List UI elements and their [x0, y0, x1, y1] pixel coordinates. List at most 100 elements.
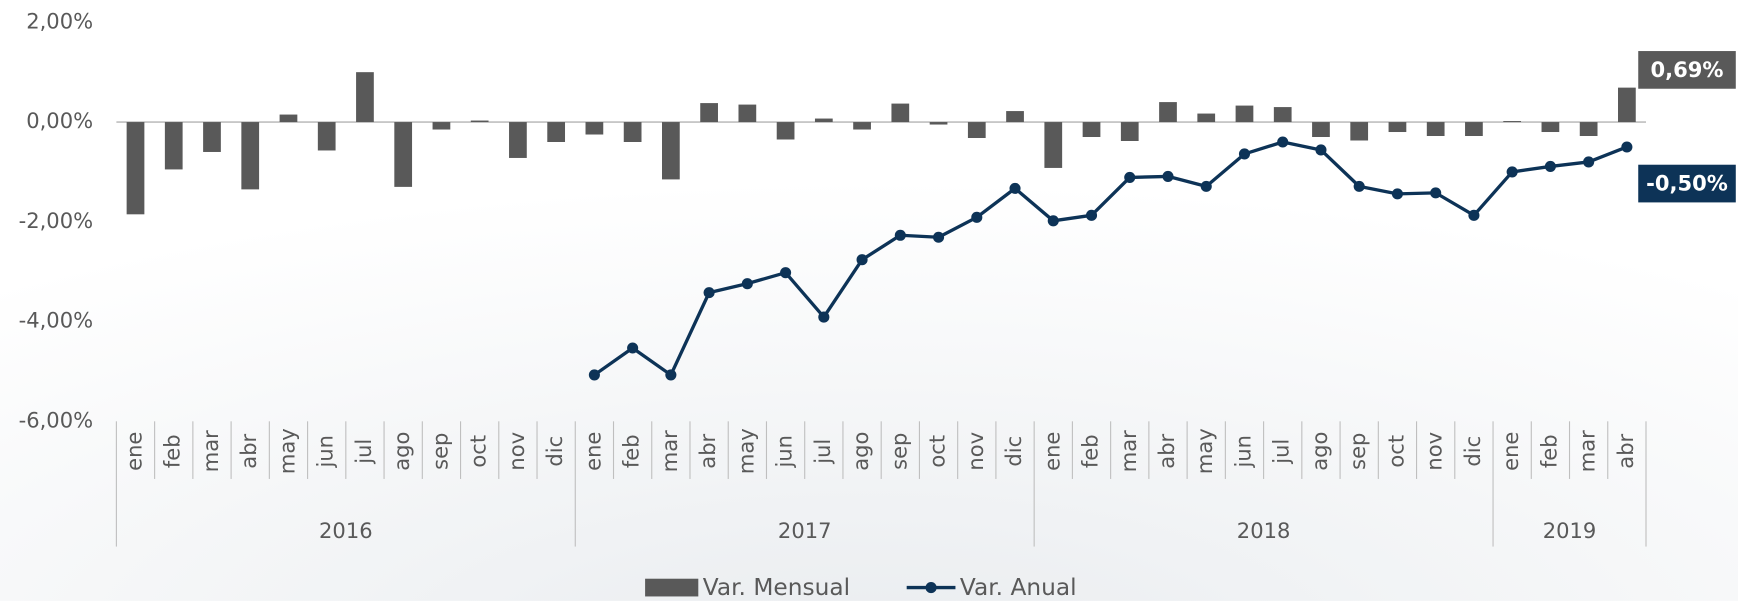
bar: [814, 118, 833, 123]
x-tick-label: dic: [542, 436, 567, 467]
x-tick-label: ene: [1039, 432, 1064, 471]
bar: [356, 72, 374, 123]
bar: [1006, 111, 1024, 123]
x-tick-label: nov: [963, 432, 988, 471]
x-tick-label: ene: [1498, 432, 1523, 471]
bar: [1235, 105, 1254, 123]
x-tick-label: may: [733, 428, 758, 474]
line-point: [933, 231, 945, 243]
bar: [1273, 107, 1292, 123]
line-point: [1621, 141, 1633, 153]
line-point: [894, 229, 906, 241]
bar: [203, 122, 221, 152]
x-tick-label: dic: [1001, 436, 1026, 467]
bar: [1197, 113, 1216, 123]
line-point: [1200, 180, 1212, 192]
line-point: [1544, 160, 1556, 172]
x-tick-label: ago: [848, 432, 873, 471]
bar: [1312, 122, 1330, 138]
bar: [509, 122, 527, 158]
x-tick-label: oct: [1383, 435, 1408, 468]
bar: [662, 122, 680, 180]
line-point: [665, 369, 677, 381]
line-point: [1391, 188, 1403, 200]
y-tick-label: -6,00%: [19, 407, 93, 432]
line-point: [856, 254, 868, 266]
bar: [1579, 122, 1598, 137]
line-point: [1506, 166, 1518, 178]
y-tick-label: -4,00%: [19, 308, 93, 333]
data-label-text: -0,50%: [1646, 171, 1728, 196]
data-label: -0,50%: [1638, 164, 1736, 203]
x-tick-label: feb: [160, 434, 185, 468]
line-point: [1238, 148, 1251, 160]
group-label: 2019: [1543, 518, 1597, 543]
line-point: [780, 267, 792, 279]
bar: [317, 122, 336, 151]
y-tick-label: 0,00%: [26, 108, 93, 133]
legend-label: Var. Anual: [960, 574, 1077, 601]
bar: [1465, 122, 1483, 137]
line-point: [588, 369, 600, 381]
group-label: 2018: [1237, 518, 1291, 543]
line-point: [1009, 182, 1021, 194]
x-tick-label: mar: [1116, 430, 1141, 472]
x-tick-label: oct: [925, 435, 950, 468]
data-label-box: [1638, 164, 1736, 203]
bar: [432, 122, 451, 130]
line-point: [818, 311, 830, 323]
x-tick-label: sep: [427, 433, 452, 470]
x-tick-label: mar: [198, 430, 223, 472]
line-point: [1047, 215, 1059, 227]
bar: [623, 122, 642, 142]
x-tick-label: ene: [122, 432, 147, 471]
x-tick-label: abr: [695, 433, 720, 468]
group-label: 2016: [319, 518, 373, 543]
line-point: [1468, 209, 1480, 221]
bar: [585, 122, 604, 135]
group-label: 2017: [778, 518, 832, 543]
x-tick-label: oct: [466, 435, 491, 468]
x-tick-label: sep: [1345, 433, 1370, 470]
bar: [1082, 122, 1101, 138]
bar: [1503, 121, 1522, 123]
bar: [279, 114, 298, 123]
x-tick-label: mar: [657, 430, 682, 472]
bar: [126, 122, 145, 215]
bar: [470, 120, 489, 123]
bar: [1159, 102, 1177, 123]
line: [593, 140, 1628, 377]
x-tick-label: dic: [1460, 436, 1485, 467]
line-point: [703, 287, 715, 299]
data-label-box: [1638, 51, 1736, 89]
line-point: [1315, 144, 1327, 156]
line-point: [1277, 136, 1289, 148]
data-label-text: 0,69%: [1650, 57, 1723, 82]
x-tick-label: ene: [580, 432, 605, 471]
x-tick-label: jun: [313, 435, 338, 469]
legend-label: Var. Mensual: [703, 574, 850, 601]
x-tick-label: abr: [236, 433, 261, 468]
legend-swatch: [925, 582, 937, 594]
x-tick-label: ago: [389, 432, 414, 471]
bar: [241, 122, 260, 190]
bar: [891, 103, 910, 123]
line-point: [971, 211, 983, 223]
y-tick-label: -2,00%: [19, 208, 93, 233]
x-tick-label: nov: [504, 432, 529, 471]
data-label: 0,69%: [1638, 51, 1736, 89]
bar: [1120, 122, 1139, 141]
bar: [738, 104, 757, 123]
x-tick-label: mar: [1575, 430, 1600, 472]
x-tick-label: jul: [351, 439, 376, 465]
bar: [1618, 87, 1636, 123]
line-point: [1124, 171, 1136, 183]
x-tick-label: jun: [772, 435, 797, 469]
x-tick-label: feb: [1078, 434, 1103, 468]
line-point: [1085, 209, 1098, 221]
bar: [967, 122, 986, 139]
x-tick-label: jul: [1269, 439, 1294, 465]
bar: [1350, 122, 1369, 141]
line-point: [1353, 180, 1365, 192]
